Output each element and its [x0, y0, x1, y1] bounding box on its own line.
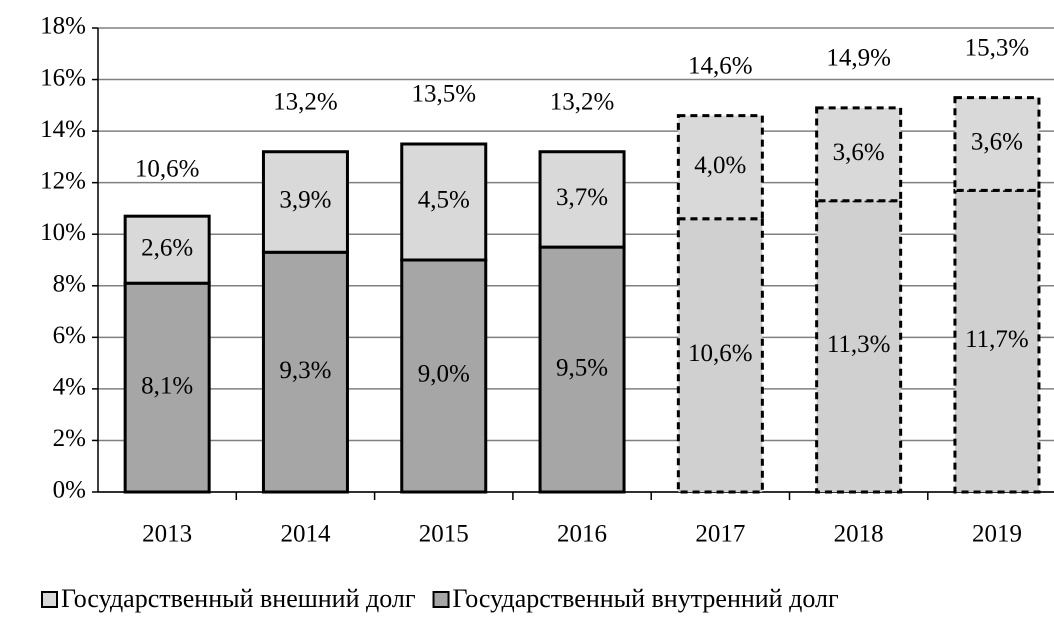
- legend-label: Государственный внешний долг: [61, 584, 416, 613]
- total-label: 15,3%: [965, 34, 1030, 61]
- segment-label: 3,9%: [279, 187, 331, 214]
- bar-segment: [538, 150, 626, 249]
- segment-label: 3,6%: [833, 139, 885, 166]
- bar-segment: [123, 281, 211, 494]
- bar-segment: [676, 114, 764, 221]
- total-label: 10,6%: [135, 155, 200, 182]
- x-tick-label: 2017: [695, 521, 745, 548]
- y-tick-label: 18%: [40, 13, 86, 40]
- segment-label: 3,6%: [971, 129, 1023, 156]
- segment-label: 9,3%: [279, 357, 331, 384]
- segment-label: 11,7%: [965, 326, 1029, 353]
- y-tick-label: 12%: [40, 167, 86, 194]
- bar-segment: [538, 245, 626, 494]
- segment-label: 3,7%: [556, 184, 608, 211]
- y-tick-label: 2%: [53, 425, 86, 452]
- x-tick-label: 2015: [419, 521, 469, 548]
- bar-segment: [261, 150, 349, 254]
- legend-swatch: [41, 591, 58, 608]
- total-label: 13,2%: [550, 88, 615, 115]
- legend-swatch: [432, 591, 450, 608]
- y-tick-label: 14%: [40, 116, 86, 143]
- segment-label: 2,6%: [141, 234, 193, 261]
- x-tick-label: 2019: [972, 521, 1022, 548]
- y-tick-label: 6%: [53, 322, 86, 349]
- x-tick-label: 2013: [142, 521, 192, 548]
- total-label: 13,2%: [273, 88, 338, 115]
- bar-segment: [676, 217, 764, 494]
- bar-segment: [400, 142, 488, 262]
- y-tick-label: 4%: [53, 374, 86, 401]
- x-tick-label: 2014: [280, 521, 331, 548]
- x-tick-label: 2016: [557, 521, 607, 548]
- bar-segment: [123, 214, 211, 285]
- y-tick-label: 10%: [40, 219, 86, 246]
- bar-segment: [953, 96, 1041, 192]
- segment-label: 10,6%: [688, 340, 753, 367]
- bar-segment: [815, 199, 903, 494]
- segment-label: 4,5%: [418, 187, 470, 214]
- y-tick-label: 8%: [53, 271, 86, 298]
- total-label: 14,9%: [826, 45, 891, 72]
- y-tick-label: 0%: [53, 477, 86, 504]
- bar-segment: [953, 188, 1041, 494]
- segment-label: 8,1%: [141, 372, 193, 399]
- bar-segment: [400, 258, 488, 494]
- total-label: 13,5%: [411, 81, 476, 108]
- x-tick-label: 2018: [834, 521, 884, 548]
- y-tick-label: 16%: [40, 64, 86, 91]
- bar-segment: [815, 106, 903, 203]
- segment-label: 11,3%: [827, 331, 891, 358]
- segment-label: 9,5%: [556, 354, 608, 381]
- total-label: 14,6%: [688, 52, 753, 79]
- segment-label: 9,0%: [418, 361, 470, 388]
- legend-label: Государственный внутренний долг: [453, 584, 839, 613]
- segment-label: 4,0%: [694, 152, 746, 179]
